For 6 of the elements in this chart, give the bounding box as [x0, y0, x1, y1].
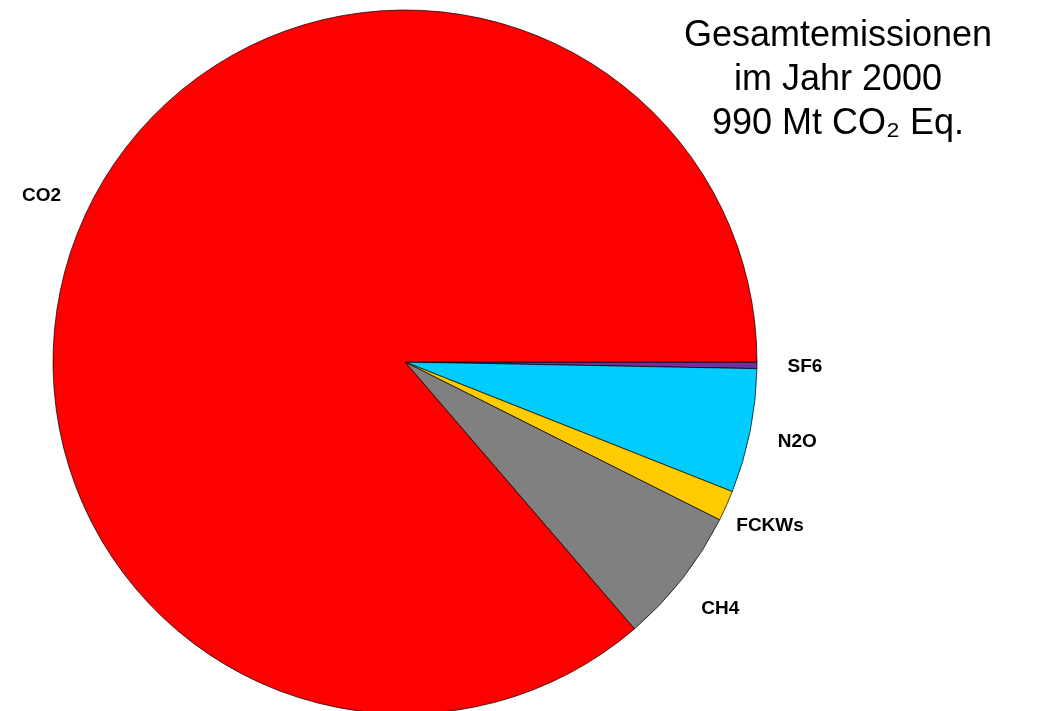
- slice-label: CO2: [21, 184, 62, 206]
- text: Gesamtemissionen im Jahr 2000 990 Mt CO₂ Eq.: [683, 13, 993, 142]
- slice-label: FCKWs: [736, 514, 804, 536]
- slice-label: SF6: [787, 354, 823, 376]
- slice-label: CH4: [701, 597, 740, 619]
- slice-label: N2O: [777, 429, 817, 451]
